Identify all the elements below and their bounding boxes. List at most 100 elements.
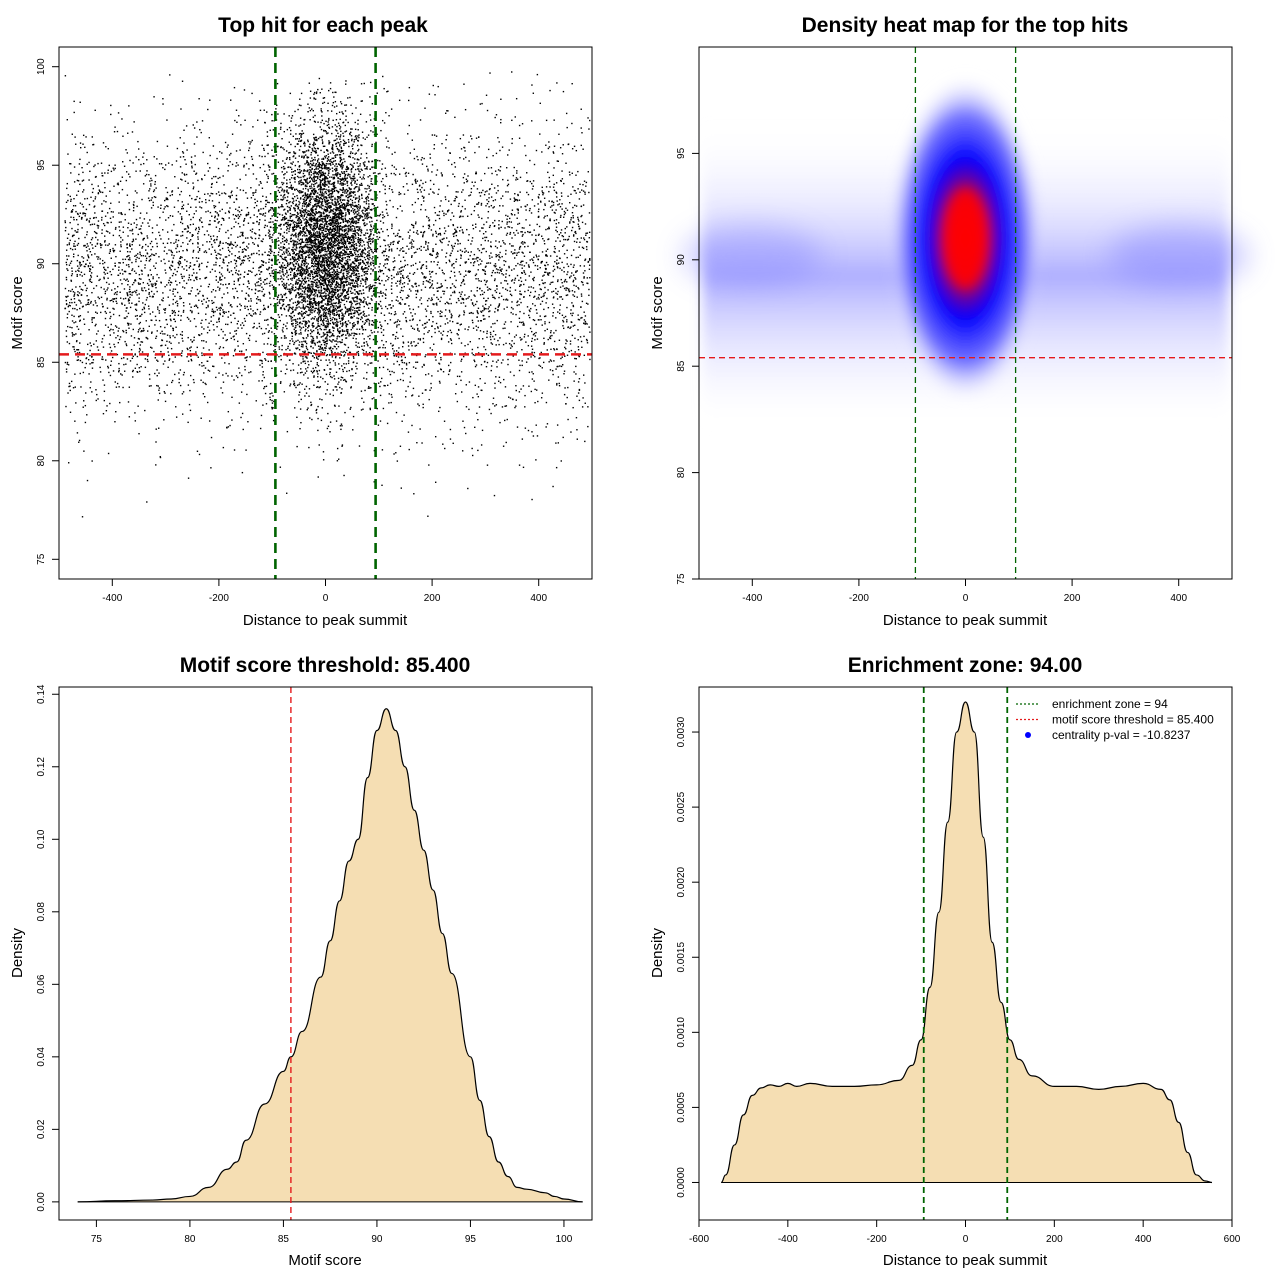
- scatter-point: [557, 279, 559, 281]
- scatter-point: [499, 121, 502, 124]
- scatter-point: [571, 148, 574, 150]
- scatter-point: [494, 116, 496, 119]
- scatter-point: [95, 216, 97, 219]
- scatter-point: [533, 229, 535, 231]
- scatter-point: [139, 283, 142, 285]
- scatter-point: [244, 305, 246, 308]
- scatter-point: [480, 244, 482, 246]
- scatter-point: [519, 336, 521, 339]
- scatter-point: [376, 278, 378, 280]
- scatter-point: [195, 305, 198, 307]
- scatter-point: [66, 237, 69, 239]
- scatter-point: [268, 330, 270, 332]
- scatter-point: [80, 333, 82, 335]
- scatter-point: [92, 304, 95, 306]
- scatter-point: [467, 175, 469, 177]
- scatter-point: [71, 248, 74, 251]
- scatter-point: [239, 309, 242, 311]
- scatter-point: [231, 133, 234, 135]
- scatter-point: [76, 309, 78, 311]
- scatter-point: [152, 285, 154, 287]
- scatter-point: [501, 268, 503, 270]
- scatter-point: [72, 333, 74, 336]
- scatter-point: [146, 170, 148, 172]
- scatter-point: [318, 355, 320, 358]
- scatter-point: [553, 145, 556, 147]
- scatter-point: [577, 256, 579, 258]
- scatter-point: [152, 283, 154, 285]
- scatter-point: [304, 195, 307, 197]
- scatter-point: [141, 308, 144, 311]
- scatter-point: [216, 238, 218, 241]
- scatter-point: [386, 212, 388, 214]
- scatter-point: [273, 214, 275, 216]
- scatter-point: [384, 293, 386, 295]
- scatter-point: [339, 178, 341, 180]
- scatter-point: [418, 185, 421, 187]
- scatter-point: [471, 237, 474, 239]
- scatter-point: [560, 278, 562, 281]
- scatter-point: [521, 338, 523, 340]
- scatter-point: [192, 187, 195, 190]
- scatter-point: [112, 282, 115, 284]
- scatter-point: [456, 239, 459, 241]
- scatter-point: [117, 335, 119, 337]
- scatter-point: [83, 318, 85, 320]
- scatter-point: [86, 243, 89, 245]
- scatter-point: [556, 255, 558, 258]
- scatter-point: [325, 264, 328, 266]
- scatter-point: [251, 271, 253, 273]
- scatter-point: [80, 218, 83, 220]
- scatter-point: [136, 294, 138, 296]
- scatter-point: [368, 302, 370, 305]
- scatter-point: [573, 240, 576, 243]
- scatter-point: [553, 119, 555, 121]
- scatter-point: [120, 236, 122, 239]
- scatter-point: [201, 226, 204, 228]
- scatter-point: [245, 359, 248, 362]
- scatter-point: [295, 320, 297, 322]
- scatter-point: [517, 300, 519, 302]
- scatter-point: [582, 204, 585, 206]
- scatter-point: [417, 198, 419, 200]
- scatter-point: [300, 247, 303, 250]
- scatter-point: [233, 226, 235, 228]
- scatter-point: [474, 384, 477, 387]
- scatter-point: [462, 215, 464, 218]
- scatter-point: [389, 243, 392, 246]
- scatter-point: [336, 389, 338, 391]
- scatter-point: [144, 175, 147, 177]
- scatter-point: [450, 361, 452, 364]
- scatter-point: [80, 302, 82, 304]
- scatter-point: [92, 317, 94, 319]
- scatter-point: [247, 222, 250, 224]
- scatter-point: [310, 401, 312, 404]
- scatter-point: [231, 396, 233, 399]
- scatter-point: [97, 227, 99, 229]
- scatter-point: [334, 386, 337, 388]
- scatter-point: [156, 375, 158, 377]
- scatter-point: [172, 335, 174, 337]
- scatter-point: [530, 345, 533, 347]
- scatter-point: [581, 406, 584, 408]
- scatter-point: [498, 303, 501, 305]
- scatter-point: [228, 210, 230, 213]
- scatter-point: [422, 273, 424, 275]
- scatter-point: [524, 145, 526, 147]
- scatter-point: [489, 224, 491, 227]
- scatter-point: [336, 246, 339, 249]
- scatter-point: [171, 274, 174, 277]
- scatter-point: [113, 131, 116, 133]
- scatter-point: [384, 185, 386, 187]
- scatter-point: [199, 290, 201, 293]
- scatter-point: [410, 312, 412, 314]
- scatter-point: [302, 287, 304, 289]
- scatter-point: [88, 248, 91, 250]
- scatter-point: [393, 232, 395, 235]
- scatter-point: [138, 273, 141, 276]
- scatter-point: [491, 271, 494, 274]
- scatter-point: [357, 229, 360, 232]
- scatter-point: [171, 191, 173, 193]
- scatter-point: [168, 260, 170, 262]
- scatter-point: [120, 357, 123, 360]
